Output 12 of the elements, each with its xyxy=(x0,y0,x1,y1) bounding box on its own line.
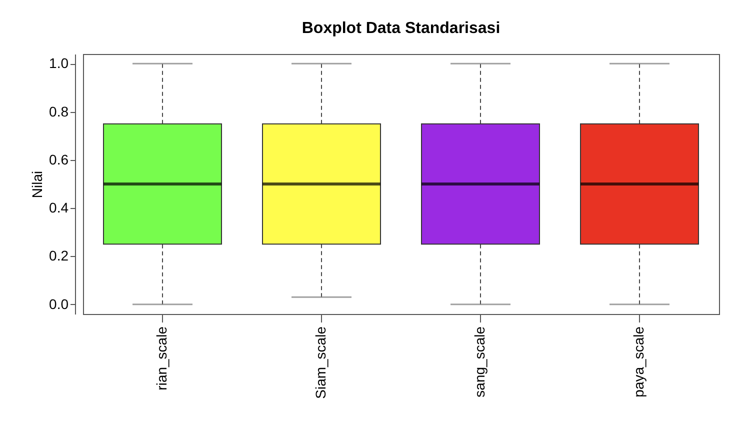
x-tick-label: sang_scale xyxy=(472,326,488,398)
y-tick-label: 0.6 xyxy=(49,151,69,168)
y-tick-label: 0.8 xyxy=(49,103,69,120)
y-tick-label: 1.0 xyxy=(49,55,69,72)
y-tick-label: 0.4 xyxy=(49,200,69,216)
y-tick-label: 0.2 xyxy=(49,248,69,264)
chart-title: Boxplot Data Standarisasi xyxy=(302,20,500,37)
x-tick-label: paya_scale xyxy=(630,326,646,398)
x-tick-label: rian_scale xyxy=(154,326,170,390)
x-tick-label: Siam_scale xyxy=(312,326,328,399)
y-axis-title: Nilai xyxy=(29,170,46,198)
y-tick-label: 0.0 xyxy=(49,296,69,312)
